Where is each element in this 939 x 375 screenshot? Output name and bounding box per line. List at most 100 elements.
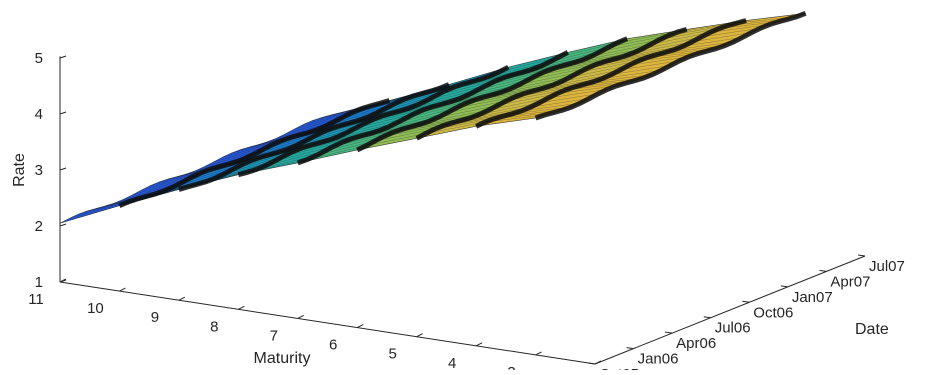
surface-gridline (611, 65, 671, 75)
maturity-tick-mark (178, 296, 186, 301)
surface-gridline (591, 44, 651, 57)
surface-ridge (178, 82, 450, 192)
z-tick-label: 5 (35, 50, 43, 67)
surface-gridline (650, 32, 711, 45)
surface-gridline (557, 85, 617, 94)
surface-gridline (239, 134, 300, 150)
surface-gridline (692, 32, 752, 43)
maturity-tick-label: 3 (507, 364, 515, 370)
surface-gridline (113, 186, 174, 204)
surface-plot (59, 10, 807, 224)
maturity-axis-ticks: 234567891011 (28, 278, 602, 375)
surface-gridline (95, 193, 156, 209)
surface-gridline (569, 65, 630, 78)
date-tick-mark (626, 347, 634, 350)
z-tick-mark (59, 223, 67, 227)
surface-gridline (185, 158, 246, 175)
surface-gridline (149, 169, 210, 186)
z-tick-label: 2 (35, 218, 43, 235)
date-tick-mark (587, 362, 596, 365)
z-tick-mark (59, 55, 67, 59)
date-tick-mark (742, 300, 750, 303)
z-tick-mark (59, 111, 67, 115)
surface-gridline (140, 172, 201, 191)
surface-gridline (508, 52, 568, 68)
maturity-tick-mark (594, 360, 602, 365)
date-tick-label: Jul06 (715, 320, 751, 337)
date-axis-line (594, 255, 866, 365)
maturity-tick-label: 4 (448, 355, 456, 370)
surface-gridline (448, 66, 509, 85)
surface-gridline (488, 97, 549, 111)
maturity-tick-label: 7 (270, 327, 278, 344)
surface-gridline (618, 31, 678, 43)
z-tick-label: 4 (35, 106, 43, 123)
surface-gridline (447, 100, 507, 113)
surface-gridline (677, 22, 738, 33)
maturity-tick-label: 6 (329, 337, 337, 354)
maturity-tick-label: 9 (151, 309, 159, 326)
maturity-tick-mark (119, 287, 126, 292)
surface-gridline (302, 108, 363, 125)
surface-gridline (659, 28, 720, 40)
surface-gridline (620, 60, 680, 71)
surface-gridline (266, 125, 327, 143)
surface-gridline (701, 27, 761, 38)
surface-gridline (641, 36, 702, 50)
surface-gridline (257, 129, 318, 145)
date-tick-mark (665, 331, 673, 334)
surface-gridline (221, 140, 282, 158)
surface-gridline (530, 98, 590, 108)
surface-gridline (425, 121, 486, 134)
date-tick-mark (857, 254, 866, 257)
surface-gridline (167, 164, 228, 180)
date-tick-label: Oct06 (753, 304, 793, 321)
date-tick-label: Oct05 (599, 366, 639, 370)
z-tick-mark (59, 167, 67, 171)
date-tick-mark (819, 269, 827, 272)
surface-gridline (627, 29, 687, 39)
surface-gridline (519, 72, 579, 85)
maturity-axis-line (59, 281, 596, 365)
surface-gridline (476, 117, 536, 127)
date-tick-mark (703, 316, 711, 319)
surface-gridline (284, 116, 345, 135)
surface-gridline (497, 93, 558, 106)
surface-gridline (438, 105, 498, 118)
surface-gridline (683, 37, 743, 47)
surface-ridge (296, 50, 569, 166)
date-tick-label: Jul07 (869, 258, 905, 275)
surface-gridline (560, 69, 621, 82)
surface-gridline (176, 161, 237, 177)
maturity-tick-label: 8 (210, 318, 218, 335)
surface-gridline (548, 89, 608, 99)
date-tick-label: Jan07 (792, 289, 833, 306)
surface-gridline (212, 144, 273, 163)
surface-gridline (737, 16, 797, 24)
surface-ridge (534, 10, 807, 121)
maturity-tick-mark (59, 278, 67, 283)
surface-gridline (131, 177, 192, 196)
maturity-tick-label: 11 (28, 291, 44, 308)
maturity-tick-mark (356, 324, 364, 329)
surface-gridline (456, 96, 516, 109)
surface-ridge (118, 98, 391, 209)
surface-gridline (293, 111, 354, 130)
surface-gridline (158, 166, 219, 183)
z-axis-title: Rate (11, 153, 28, 187)
maturity-tick-mark (535, 351, 542, 356)
maturity-tick-mark (416, 333, 423, 338)
surface-gridline (320, 102, 381, 118)
surface-gridline (122, 181, 183, 200)
surface-gridline (59, 205, 120, 224)
maturity-tick-mark (238, 305, 245, 310)
surface-strip (357, 29, 687, 151)
surface-gridline (68, 201, 129, 219)
surface-gridline (194, 153, 255, 172)
z-tick-label: 3 (35, 162, 43, 179)
surface-gridline (686, 20, 747, 30)
surface-gridline (567, 38, 628, 53)
maturity-tick-label: 5 (388, 346, 396, 363)
